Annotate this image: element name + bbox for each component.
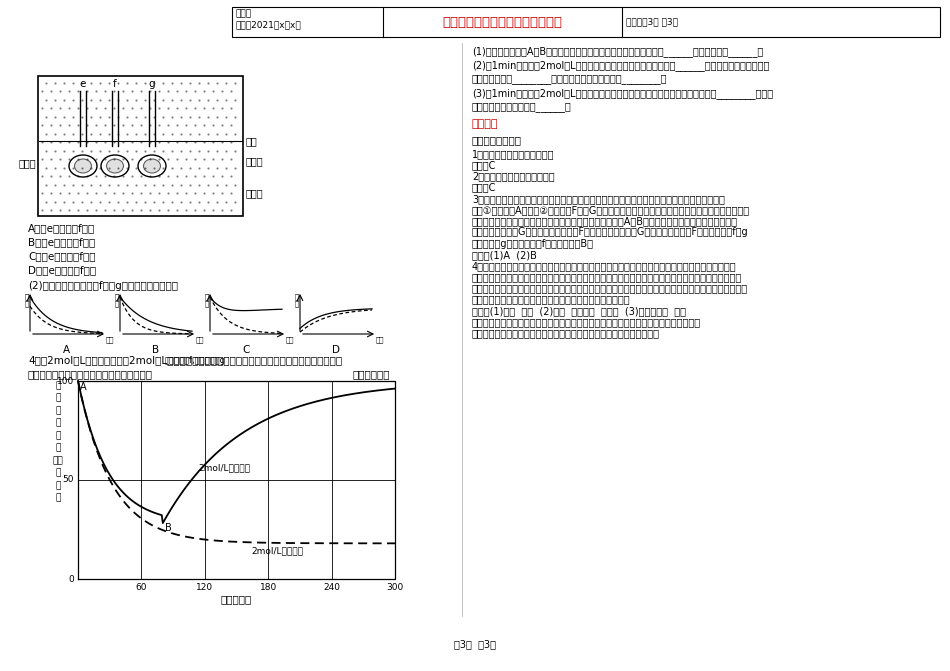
Text: 入细胞。从曲线可知乙二醇能进入细胞，而蔗糖分子则不能。: 入细胞。从曲线可知乙二醇能进入细胞，而蔗糖分子则不能。 [472,295,631,305]
Text: 质层之间充满了________，要使其复原，可将其置于________。: 质层之间充满了________，要使其复原，可将其置于________。 [472,74,668,84]
Text: 参考答案: 参考答案 [472,119,499,129]
Text: 入细胞，引起细胞液浓度______。: 入细胞，引起细胞液浓度______。 [472,102,572,112]
Text: C．管e上升，管f上升: C．管e上升，管f上升 [28,251,96,261]
Text: 离后能否自动复原，因此该题的主要知识障碍应是蔗糖分子或乙二醇分子能否通过半透膜（原生质层）而进: 离后能否自动复原，因此该题的主要知识障碍应是蔗糖分子或乙二醇分子能否通过半透膜（… [472,283,749,293]
Text: 质: 质 [55,406,61,415]
Text: 时间（秒）: 时间（秒） [220,594,252,604]
Text: 2mol/L乙二醇液: 2mol/L乙二醇液 [199,464,250,472]
Text: B．管e下降，管f上升: B．管e下降，管f上升 [28,237,95,247]
Text: 值: 值 [55,481,61,490]
Text: 4．解析：用图文转换法和类比分析法来解。首先要读懂曲线图中的信息。此题通过坐标曲线描述了原: 4．解析：用图文转换法和类比分析法来解。首先要读懂曲线图中的信息。此题通过坐标曲… [472,261,736,271]
Text: 出题①答案应为A。而题②条件是装F和袋G内外溶液浓度差相等，并且都是溶液乙和丙。首先应判断两: 出题①答案应为A。而题②条件是装F和袋G内外溶液浓度差相等，并且都是溶液乙和丙。… [472,205,750,215]
Text: 页码：第3页 共3页: 页码：第3页 共3页 [626,17,678,26]
Ellipse shape [143,159,161,173]
Text: 240: 240 [323,583,340,592]
Text: 液
面: 液 面 [294,293,299,307]
Text: 时间: 时间 [196,336,204,343]
Text: g: g [149,79,155,89]
Text: 第3页  共3页: 第3页 共3页 [454,639,496,649]
Text: 2．解析：用直接判断法来解。: 2．解析：用直接判断法来解。 [472,171,555,181]
Text: 4．用2mol／L的乙二醇溶液和2mol／L的蔗糖溶液分别浸溶某种植物细胞，观察质壁分离现象，得到原: 4．用2mol／L的乙二醇溶液和2mol／L的蔗糖溶液分别浸溶某种植物细胞，观察… [28,355,342,365]
Text: f: f [113,79,117,89]
Text: 180: 180 [259,583,276,592]
Text: A: A [80,382,86,392]
Text: 点评：我们还可进一步思考应用渗透作用原理解释解决实际问题，如用质壁分离实验测定: 点评：我们还可进一步思考应用渗透作用原理解释解决实际问题，如用质壁分离实验测定 [472,317,701,327]
Text: e: e [80,79,86,89]
Text: A: A [63,345,69,355]
Text: 相同，所以g内液面下降比f快，应选答案B。: 相同，所以g内液面下降比f快，应选答案B。 [472,239,594,248]
Text: 时间: 时间 [376,336,385,343]
Text: (2)在1min后，处于2mol／L的蔗糖溶液中的细胞，其细胞液浓度将______，此时，在细胞壁与原生: (2)在1min后，处于2mol／L的蔗糖溶液中的细胞，其细胞液浓度将_____… [472,60,770,71]
Text: 时间：2021年x月x日: 时间：2021年x月x日 [236,20,302,29]
Text: 液
面: 液 面 [115,293,119,307]
Text: ）: ） [55,493,61,503]
Text: 液面: 液面 [246,136,257,146]
Text: 生质体体积的变化，显然这种体积的变化是由于细胞渗透作用吸水或失水造成的。两条曲线的区别说明分: 生质体体积的变化，显然这种体积的变化是由于细胞渗透作用吸水或失水造成的。两条曲线… [472,272,742,282]
Text: 60: 60 [136,583,147,592]
Text: 溶液丙: 溶液丙 [246,188,263,198]
Text: 的快慢比较。由于G半途面积和明显大于F，因此在单位时间内G失水的总量应大于F。再则玻璃管f和g: 的快慢比较。由于G半途面积和明显大于F，因此在单位时间内G失水的总量应大于F。再… [472,227,749,238]
Text: 答案：C: 答案：C [472,183,496,193]
Text: 溶液乙: 溶液乙 [246,156,263,166]
Text: 答案：(1)A  (2)B: 答案：(1)A (2)B [472,250,537,260]
Text: 者液面上升还是下降，根据浓度关系，显然都是下降。即为A或B曲线。而此题的难点在于两者下降率: 者液面上升还是下降，根据浓度关系，显然都是下降。即为A或B曲线。而此题的难点在于… [472,216,738,226]
Text: 3．解析：用图文转换法和类比分析法来解。首先要读懂图中的信息。依据渗透作用原理，不难得: 3．解析：用图文转换法和类比分析法来解。首先要读懂图中的信息。依据渗透作用原理，… [472,194,725,204]
Ellipse shape [106,159,124,173]
Text: 生质体体积的变化情况如下图所示。请回答：: 生质体体积的变化情况如下图所示。请回答： [28,369,153,379]
Text: 时间: 时间 [106,336,115,343]
Text: 对: 对 [55,468,61,478]
Text: 书山有路勤为径，学海无涯苦作舟: 书山有路勤为径，学海无涯苦作舟 [442,15,562,28]
Text: 答案：(1)外渗  变大  (2)不变  蔗糖溶液  清水中  (3)乙二醇分子  变大: 答案：(1)外渗 变大 (2)不变 蔗糖溶液 清水中 (3)乙二醇分子 变大 [472,306,686,316]
Text: 答案：C: 答案：C [472,160,496,170]
Text: 液
面: 液 面 [25,293,29,307]
Text: B: B [152,345,160,355]
Ellipse shape [101,155,129,177]
Text: 积: 积 [55,444,61,452]
Text: 编号：: 编号： [236,9,252,18]
Text: （复原状态）: （复原状态） [352,369,390,379]
Text: A．管e下降，管f下降: A．管e下降，管f下降 [28,223,95,233]
Text: B: B [164,523,171,533]
Text: 原: 原 [55,381,61,390]
Ellipse shape [74,159,91,173]
Text: 【同步达纲练习】: 【同步达纲练习】 [472,135,522,145]
Text: 生: 生 [55,393,61,403]
Text: 体: 体 [55,431,61,440]
Bar [38,76,243,216]
Text: 50: 50 [63,476,74,484]
Text: （相: （相 [52,456,64,465]
Text: D．管e上升，管f下降: D．管e上升，管f下降 [28,265,96,275]
Text: 120: 120 [197,583,214,592]
Text: (2)下图中由线能表示管f和管g内液面可能变化的是: (2)下图中由线能表示管f和管g内液面可能变化的是 [28,281,178,291]
Text: 体: 体 [55,419,61,427]
Bar [232,7,940,37]
Text: D: D [332,345,340,355]
Text: 液
面: 液 面 [205,293,209,307]
Text: 细胞液的浓度，应用渗透作用判断两种溶液浓度大小，应怎样设计实验等: 细胞液的浓度，应用渗透作用判断两种溶液浓度大小，应怎样设计实验等 [472,328,660,338]
Text: (3)在1min后，处于2mol／L的乙二醇溶液中的细胞，其原生质体体积的变化是由于________逐渐进: (3)在1min后，处于2mol／L的乙二醇溶液中的细胞，其原生质体体积的变化是… [472,88,773,99]
Ellipse shape [69,155,97,177]
Text: C: C [242,345,250,355]
Text: 时间: 时间 [286,336,294,343]
Text: 2mol/L蔗糖溶液: 2mol/L蔗糖溶液 [251,546,303,556]
Ellipse shape [138,155,166,177]
Text: 溶液甲: 溶液甲 [18,158,36,168]
Text: 实线表示管f,虚线表示管g: 实线表示管f,虚线表示管g [164,356,225,365]
Text: 0: 0 [68,574,74,584]
Text: (1)原生质体体积在A～B段的变化说明：在该段时间内水分从原生质体______，细胞液浓度______。: (1)原生质体体积在A～B段的变化说明：在该段时间内水分从原生质体______，… [472,46,763,57]
Text: 300: 300 [387,583,404,592]
Text: 1．解析：用对号入座法来解。: 1．解析：用对号入座法来解。 [472,149,555,159]
Text: 100: 100 [57,376,74,386]
